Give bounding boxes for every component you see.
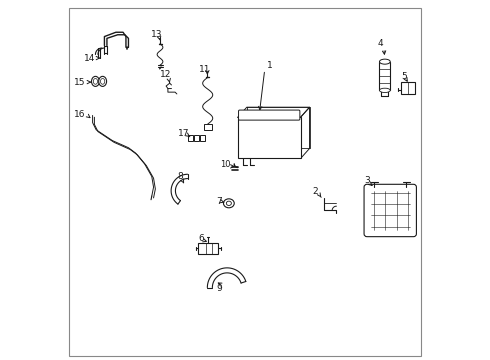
Text: 6: 6 (198, 234, 204, 243)
FancyBboxPatch shape (364, 184, 416, 237)
Text: 4: 4 (378, 39, 383, 48)
Ellipse shape (379, 88, 390, 93)
FancyBboxPatch shape (238, 117, 300, 158)
Text: 14: 14 (84, 54, 96, 63)
FancyBboxPatch shape (188, 135, 193, 141)
Ellipse shape (100, 78, 105, 84)
Text: 3: 3 (364, 176, 370, 185)
Ellipse shape (92, 76, 99, 86)
Text: 8: 8 (177, 172, 183, 181)
FancyBboxPatch shape (194, 135, 199, 141)
Ellipse shape (98, 76, 107, 86)
Text: 2: 2 (313, 187, 318, 196)
Text: 16: 16 (74, 110, 85, 119)
Ellipse shape (223, 199, 234, 208)
Ellipse shape (226, 201, 231, 206)
Text: 17: 17 (177, 129, 189, 138)
Text: 9: 9 (216, 284, 222, 293)
Text: 7: 7 (216, 197, 222, 206)
FancyBboxPatch shape (379, 62, 390, 90)
FancyBboxPatch shape (204, 124, 212, 130)
Ellipse shape (93, 78, 98, 84)
Text: 10: 10 (220, 161, 230, 170)
Text: 13: 13 (151, 30, 163, 39)
FancyBboxPatch shape (200, 135, 205, 141)
Text: 5: 5 (401, 72, 407, 81)
FancyBboxPatch shape (401, 82, 416, 94)
FancyBboxPatch shape (239, 110, 300, 120)
Text: 15: 15 (74, 78, 86, 87)
Ellipse shape (379, 59, 390, 64)
Text: 1: 1 (267, 61, 272, 70)
FancyBboxPatch shape (198, 243, 218, 253)
Text: 12: 12 (160, 71, 171, 80)
Text: 11: 11 (199, 65, 211, 74)
